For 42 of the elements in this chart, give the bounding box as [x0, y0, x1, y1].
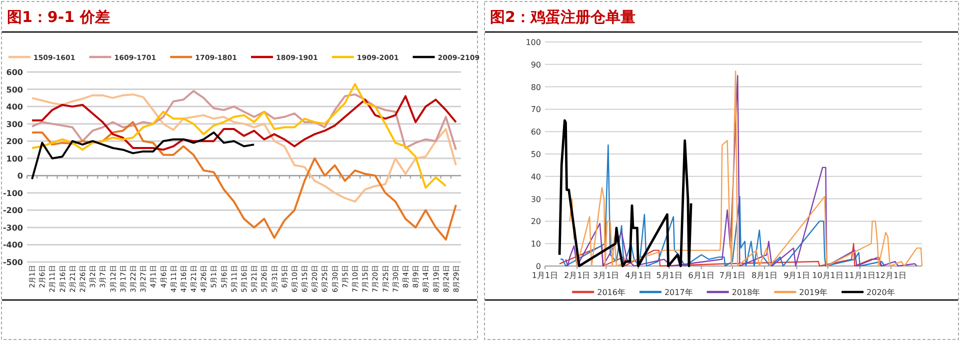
x-tick-label: 3月1日	[593, 271, 620, 280]
legend-label: 2019年	[799, 288, 828, 297]
x-tick-label: 9月1日	[784, 271, 810, 280]
legend-label: 2020年	[866, 288, 895, 297]
chart-title: 图2：鸡蛋注册仓单量	[490, 8, 636, 26]
y-tick-label: 100	[526, 38, 541, 47]
y-tick-label: 0	[17, 172, 24, 181]
x-tick-label: 1月1日	[532, 271, 558, 280]
y-tick-label: 60	[530, 128, 541, 137]
y-tick-label: 500	[6, 85, 24, 94]
y-tick-label: 40	[530, 172, 541, 182]
legend-label: 2017年	[664, 288, 693, 297]
y-tick-label: -300	[2, 223, 24, 232]
y-tick-label: 400	[6, 102, 24, 112]
legend-label: 2018年	[732, 288, 760, 297]
x-tick-label: 12月1日	[875, 271, 907, 280]
y-tick-label: -100	[2, 188, 24, 198]
y-tick-label: 10	[530, 240, 541, 249]
chart-title: 图1：9-1 价差	[7, 8, 110, 26]
y-tick-label: 100	[6, 154, 24, 164]
x-tick-label: 4月1日	[625, 271, 652, 280]
y-tick-label: 80	[530, 82, 541, 92]
y-tick-label: 90	[530, 60, 541, 70]
y-tick-label: 30	[530, 194, 541, 204]
x-tick-label: 11月1日	[844, 271, 876, 280]
y-tick-label: -200	[2, 206, 24, 216]
legend-label: 2016年	[597, 288, 626, 297]
y-tick-label: 50	[530, 150, 541, 159]
x-tick-label: 8月1日	[751, 271, 778, 280]
y-tick-label: 70	[530, 105, 541, 114]
x-tick-label: 2月1日	[564, 271, 590, 280]
x-tick-label: 10月1日	[812, 271, 844, 280]
y-tick-label: 300	[6, 120, 24, 129]
y-tick-label: 0	[536, 262, 541, 271]
y-tick-label: -500	[2, 258, 24, 267]
x-tick-label: 6月1日	[688, 271, 714, 280]
y-tick-label: 20	[530, 217, 541, 226]
y-tick-label: 600	[6, 68, 24, 77]
x-tick-label: 7月1日	[719, 271, 746, 280]
y-tick-label: 200	[6, 137, 24, 146]
y-tick-label: -400	[2, 240, 24, 250]
x-tick-label: 5月1日	[656, 271, 682, 280]
